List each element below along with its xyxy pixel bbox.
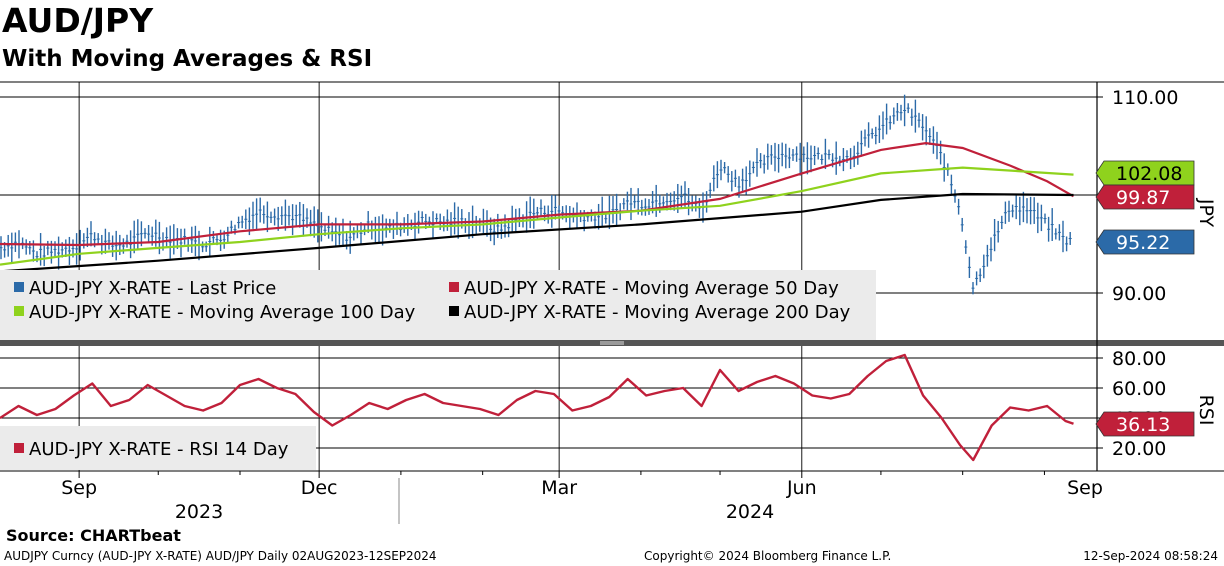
series-lines bbox=[0, 94, 1075, 462]
x-tick-label: Sep bbox=[61, 477, 97, 499]
legend-swatch-price bbox=[14, 282, 24, 292]
y-tick-label: 20.00 bbox=[1112, 438, 1166, 460]
footer-copyright: Copyright© 2024 Bloomberg Finance L.P. bbox=[644, 549, 892, 563]
legends: AUD-JPY X-RATE - Last Price AUD-JPY X-RAT… bbox=[0, 270, 876, 470]
chart-subtitle: With Moving Averages & RSI bbox=[2, 46, 373, 72]
legend-label-ma100: AUD-JPY X-RATE - Moving Average 100 Day bbox=[29, 302, 416, 323]
legend-swatch-ma100 bbox=[14, 306, 24, 316]
ma100-value-tag-shape bbox=[1095, 160, 1195, 186]
footer-timestamp: 12-Sep-2024 08:58:24 bbox=[1083, 549, 1218, 563]
ma50-value-tag: 99.87 bbox=[1095, 184, 1195, 210]
y-tick-label: 80.00 bbox=[1112, 348, 1166, 370]
legend-label-ma200: AUD-JPY X-RATE - Moving Average 200 Day bbox=[464, 302, 851, 323]
legend-label-rsi: AUD-JPY X-RATE - RSI 14 Day bbox=[29, 439, 289, 460]
ma100-line bbox=[0, 166, 1074, 266]
legend-swatch-ma50 bbox=[449, 282, 459, 292]
ma50-line bbox=[0, 141, 1075, 247]
ma100-value-tag-text: 102.08 bbox=[1116, 163, 1182, 185]
ma200-line bbox=[0, 192, 1074, 273]
ma100-value-tag: 102.08 bbox=[1095, 160, 1195, 186]
legend-swatch-ma200 bbox=[449, 306, 459, 316]
rsi-legend-box bbox=[0, 426, 316, 470]
chart-canvas: 110.0090.00JPY80.0060.0040.0020.00RSISep… bbox=[0, 81, 1224, 524]
rsi-value-tag: 36.13 bbox=[1095, 411, 1195, 437]
x-tick-label: Jun bbox=[786, 477, 817, 499]
x-tick-label: Dec bbox=[301, 477, 338, 499]
ma50-value-tag-shape bbox=[1095, 184, 1195, 210]
year-label: 2024 bbox=[726, 501, 774, 523]
year-label: 2023 bbox=[175, 501, 223, 523]
footer-security-info: AUDJPY Curncy (AUD-JPY X-RATE) AUD/JPY D… bbox=[4, 549, 437, 563]
panel-divider-handle bbox=[600, 341, 624, 345]
source-label: Source: CHARTbeat bbox=[6, 526, 181, 545]
price-value-tag-shape bbox=[1095, 229, 1195, 255]
legend-label-ma50: AUD-JPY X-RATE - Moving Average 50 Day bbox=[464, 278, 839, 299]
rsi-line bbox=[0, 353, 1074, 462]
y-tick-label: 60.00 bbox=[1112, 378, 1166, 400]
price-legend-box bbox=[0, 270, 876, 340]
y-tick-label: 90.00 bbox=[1112, 283, 1166, 305]
axes: 110.0090.00JPY80.0060.0040.0020.00RSISep… bbox=[0, 81, 1224, 524]
x-tick-label: Mar bbox=[541, 477, 577, 499]
price-value-tag-text: 95.22 bbox=[1116, 232, 1170, 254]
price-value-tag: 95.22 bbox=[1095, 229, 1195, 255]
y-axis-title-rsi: RSI bbox=[1195, 395, 1217, 426]
ma50-value-tag-text: 99.87 bbox=[1116, 187, 1170, 209]
legend-label-price: AUD-JPY X-RATE - Last Price bbox=[29, 278, 276, 299]
y-tick-label: 110.00 bbox=[1112, 87, 1178, 109]
y-axis-title-jpy: JPY bbox=[1195, 198, 1217, 228]
legend-swatch-rsi bbox=[14, 443, 24, 453]
rsi-value-tag-text: 36.13 bbox=[1116, 414, 1170, 436]
chart-title: AUD/JPY bbox=[2, 1, 154, 40]
rsi-value-tag-shape bbox=[1095, 411, 1195, 437]
x-tick-label: Sep bbox=[1067, 477, 1103, 499]
